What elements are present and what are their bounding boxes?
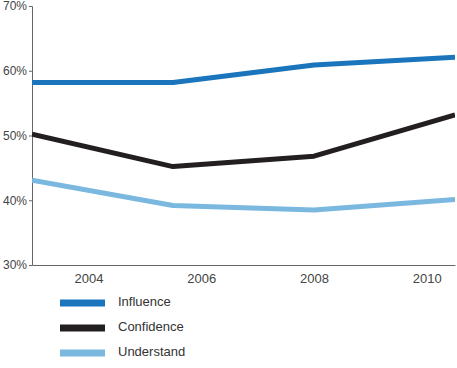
series-line bbox=[32, 57, 455, 82]
y-tick: 30% bbox=[3, 258, 32, 272]
series-line bbox=[32, 115, 455, 167]
y-tick-label: 60% bbox=[3, 64, 27, 78]
legend-label: Understand bbox=[118, 344, 185, 359]
legend-label: Influence bbox=[118, 294, 171, 309]
y-axis: 30% 40% 50% 60% 70% bbox=[3, 0, 33, 272]
legend-swatch bbox=[60, 300, 105, 307]
chart: 30% 40% 50% 60% 70% 2004 2006 2008 2010 Influence… bbox=[0, 0, 457, 368]
y-tick-mark bbox=[29, 265, 32, 266]
y-tick-mark bbox=[29, 200, 32, 201]
y-tick: 50% bbox=[3, 129, 32, 143]
y-tick-label: 30% bbox=[3, 258, 27, 272]
y-tick-mark bbox=[29, 6, 32, 7]
y-axis-line bbox=[29, 7, 33, 266]
x-tick: 2010 bbox=[413, 265, 442, 286]
x-tick-label: 2008 bbox=[300, 271, 329, 286]
x-tick-label: 2004 bbox=[74, 271, 103, 286]
legend: Influence Confidence Understand bbox=[60, 294, 185, 359]
legend-swatch bbox=[60, 325, 105, 332]
y-tick-label: 50% bbox=[3, 129, 27, 143]
y-tick: 70% bbox=[3, 0, 32, 13]
y-tick-label: 70% bbox=[3, 0, 27, 13]
x-tick: 2004 bbox=[74, 265, 103, 286]
y-tick-mark bbox=[29, 71, 32, 72]
plot-area bbox=[32, 57, 455, 210]
legend-label: Confidence bbox=[118, 319, 184, 334]
y-tick: 40% bbox=[3, 194, 32, 208]
x-axis: 2004 2006 2008 2010 bbox=[33, 265, 456, 286]
x-tick: 2008 bbox=[300, 265, 329, 286]
x-tick: 2006 bbox=[187, 265, 216, 286]
y-tick-mark bbox=[29, 136, 32, 137]
y-tick-label: 40% bbox=[3, 194, 27, 208]
y-tick: 60% bbox=[3, 64, 32, 78]
x-tick-label: 2010 bbox=[413, 271, 442, 286]
x-axis-line bbox=[33, 265, 456, 266]
series-line bbox=[32, 180, 455, 210]
x-tick-label: 2006 bbox=[187, 271, 216, 286]
legend-swatch bbox=[60, 350, 105, 357]
